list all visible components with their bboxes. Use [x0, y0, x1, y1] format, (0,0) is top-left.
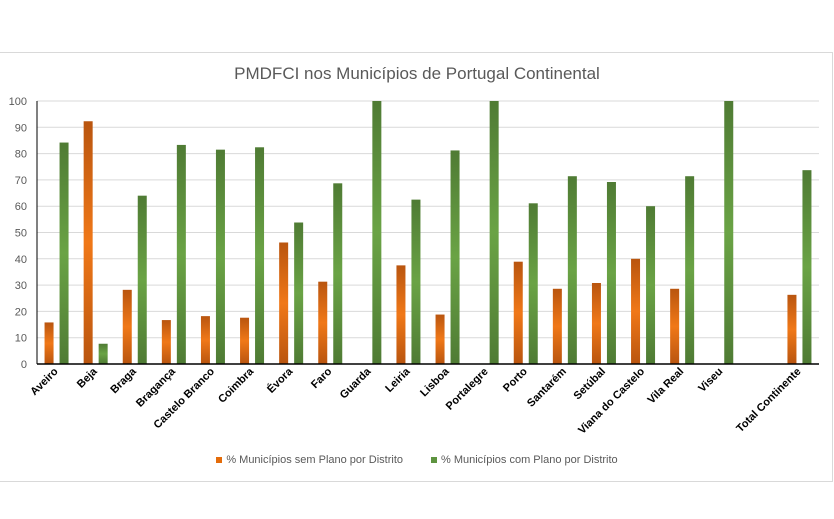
chart-frame — [0, 52, 833, 482]
bar-sem-plano — [670, 288, 680, 364]
bar-sem-plano — [240, 317, 250, 364]
bar-sem-plano — [591, 282, 601, 364]
x-tick-label: Guarda — [338, 365, 374, 401]
y-tick-label: 40 — [15, 254, 27, 266]
bar-sem-plano — [513, 261, 523, 364]
y-tick-label: 10 — [15, 333, 27, 345]
x-tick-label: Beja — [75, 365, 101, 391]
bar-sem-plano — [200, 316, 210, 364]
chart-title: PMDFCI nos Municípios de Portugal Contin… — [234, 64, 600, 83]
x-tick-label: Portalegre — [444, 366, 491, 413]
bar-sem-plano — [787, 294, 797, 364]
bar-sem-plano — [396, 265, 406, 364]
bar-com-plano — [606, 182, 616, 364]
y-tick-label: 80 — [15, 149, 27, 161]
y-tick-label: 70 — [15, 175, 27, 187]
bar-sem-plano — [279, 242, 289, 364]
bar-sem-plano — [122, 289, 132, 364]
bar-com-plano — [450, 150, 460, 364]
x-tick-label: Faro — [309, 365, 335, 391]
legend-label: % Municípios com Plano por Distrito — [441, 454, 618, 466]
y-tick-label: 60 — [15, 201, 27, 213]
bar-com-plano — [59, 142, 69, 364]
bar-com-plano — [528, 203, 538, 364]
bar-com-plano — [567, 176, 577, 364]
legend-item-sem-plano: % Municípios sem Plano por Distrito — [216, 454, 403, 466]
legend: % Municípios sem Plano por Distrito % Mu… — [0, 454, 834, 466]
x-tick-label: Viana do Castelo — [576, 365, 647, 436]
bar-com-plano — [137, 195, 147, 364]
y-tick-label: 90 — [15, 122, 27, 134]
bar-com-plano — [294, 222, 304, 364]
y-tick-label: 100 — [9, 96, 27, 108]
bar-sem-plano — [83, 121, 93, 364]
x-tick-label: Coimbra — [216, 365, 257, 406]
bar-com-plano — [685, 176, 695, 364]
bar-sem-plano — [44, 322, 54, 364]
bar-sem-plano — [161, 320, 171, 364]
x-tick-label: Aveiro — [28, 365, 61, 398]
bar-com-plano — [98, 343, 108, 364]
bar-com-plano — [176, 144, 186, 364]
bar-sem-plano — [631, 258, 641, 364]
x-tick-label: Braga — [108, 365, 139, 396]
bar-com-plano — [333, 183, 343, 364]
x-tick-label: Vila Real — [645, 366, 686, 407]
bar-com-plano — [411, 199, 421, 364]
legend-swatch — [216, 457, 223, 463]
x-tick-label: Setúbal — [571, 366, 608, 403]
bar-com-plano — [489, 101, 499, 364]
x-tick-label: Évora — [264, 364, 295, 395]
y-tick-label: 20 — [15, 306, 27, 318]
bar-sem-plano — [552, 288, 562, 364]
x-tick-label: Viseu — [696, 366, 725, 395]
bar-com-plano — [646, 206, 656, 364]
legend-swatch — [431, 457, 437, 463]
bar-com-plano — [802, 170, 812, 364]
bar-com-plano — [724, 101, 734, 364]
bar-com-plano — [255, 147, 265, 364]
y-tick-label: 50 — [15, 228, 27, 240]
bar-sem-plano — [318, 281, 328, 364]
bar-com-plano — [215, 149, 225, 364]
x-tick-label: Santarém — [525, 365, 569, 409]
x-tick-label: Total Continente — [734, 366, 803, 435]
legend-label: % Municípios sem Plano por Distrito — [226, 454, 403, 466]
bar-com-plano — [372, 101, 382, 364]
legend-item-com-plano: % Municípios com Plano por Distrito — [431, 454, 618, 466]
x-tick-label: Leiria — [383, 365, 413, 395]
y-tick-label: 0 — [21, 359, 27, 371]
bar-sem-plano — [435, 314, 445, 364]
x-tick-label: Lisboa — [418, 365, 452, 399]
x-tick-label: Porto — [501, 365, 530, 394]
y-tick-label: 30 — [15, 280, 27, 292]
